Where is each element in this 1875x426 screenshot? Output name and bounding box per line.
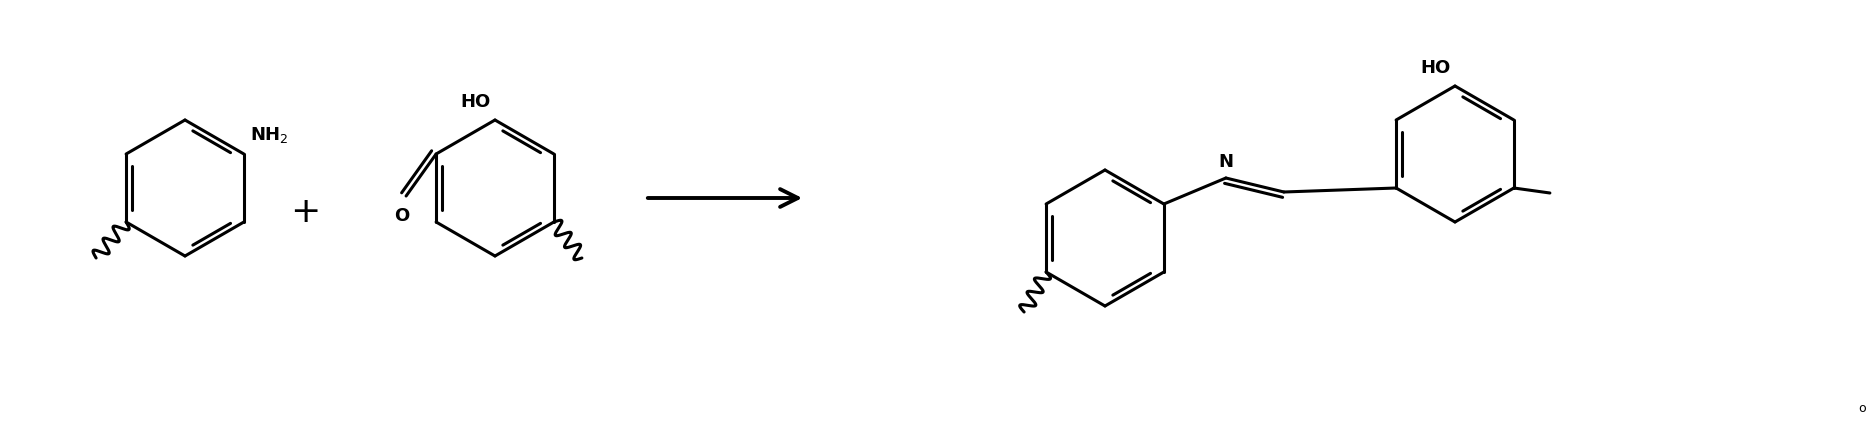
Text: NH$_2$: NH$_2$ [249,125,289,145]
Text: HO: HO [1421,59,1451,77]
Text: O: O [394,207,411,225]
Text: N: N [1219,153,1234,170]
Text: o: o [1858,402,1866,414]
Text: HO: HO [461,93,491,111]
Text: +: + [291,195,321,228]
